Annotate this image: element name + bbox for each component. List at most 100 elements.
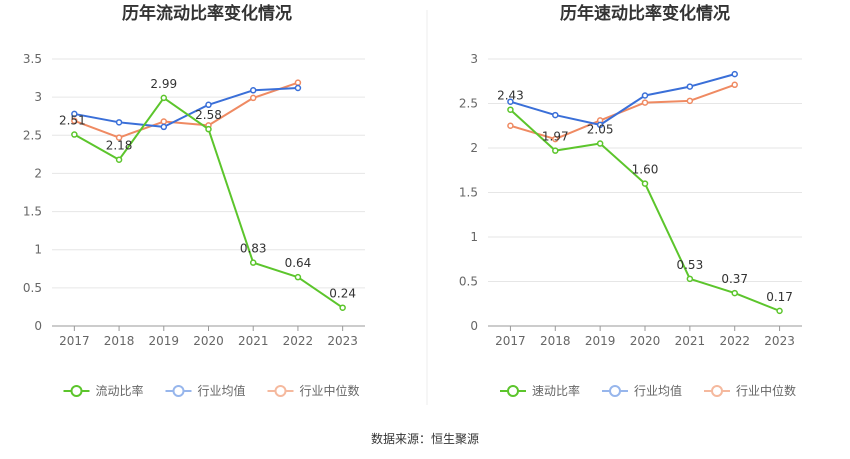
y-tick-label: 2.5 — [23, 128, 42, 142]
data-point[interactable] — [205, 101, 212, 109]
data-point[interactable] — [731, 70, 738, 78]
data-label: 0.17 — [766, 290, 793, 304]
data-point[interactable] — [641, 92, 649, 99]
data-point[interactable] — [339, 304, 346, 311]
legend-item[interactable]: 流动比率 — [63, 383, 144, 398]
y-tick-label: 0 — [34, 319, 42, 333]
legend-label: 行业均值 — [634, 383, 682, 398]
data-point[interactable] — [205, 125, 212, 133]
data-point[interactable] — [294, 273, 302, 281]
y-tick-label: 0 — [470, 319, 478, 333]
data-point[interactable] — [596, 121, 604, 129]
x-tick-label: 2020 — [630, 334, 661, 348]
data-point[interactable] — [115, 119, 123, 126]
data-label: 2.58 — [195, 108, 222, 122]
data-point[interactable] — [115, 134, 123, 141]
data-point[interactable] — [71, 131, 78, 138]
y-tick-label: 0.5 — [459, 275, 478, 289]
data-point[interactable] — [731, 289, 738, 297]
chart-title: 历年速动比率变化情况 — [560, 3, 730, 24]
data-point[interactable] — [552, 111, 559, 119]
x-tick-label: 2018 — [540, 334, 571, 348]
series-line-industry-average — [510, 73, 735, 126]
data-point[interactable] — [641, 180, 649, 187]
data-point[interactable] — [686, 83, 694, 90]
data-point[interactable] — [160, 94, 168, 102]
series-line-industry-median — [510, 83, 736, 141]
data-source: 数据来源：恒生聚源 — [371, 431, 479, 446]
data-point[interactable] — [552, 147, 559, 154]
data-point[interactable] — [596, 140, 604, 147]
legend-marker — [507, 385, 519, 397]
x-tick-label: 2018 — [104, 334, 135, 348]
data-label: 1.97 — [542, 130, 569, 144]
x-tick-label: 2023 — [764, 334, 795, 348]
y-tick-label: 3.5 — [23, 52, 42, 66]
data-point[interactable] — [294, 84, 302, 92]
legend-item[interactable]: 速动比率 — [500, 383, 580, 398]
y-tick-label: 2 — [34, 166, 42, 180]
legend-item[interactable]: 行业中位数 — [267, 383, 360, 398]
x-tick-label: 2017 — [495, 334, 526, 348]
x-tick-label: 2020 — [193, 334, 224, 348]
chart-title: 历年流动比率变化情况 — [122, 3, 292, 24]
data-point[interactable] — [115, 156, 123, 163]
data-point[interactable] — [249, 259, 257, 266]
data-point[interactable] — [507, 106, 514, 113]
legend-marker — [172, 385, 185, 397]
data-point[interactable] — [552, 135, 559, 143]
legend-marker — [609, 385, 621, 397]
quick-ratio-chart: 历年速动比率变化情况 0 0.5 1 1.5 2 2.5 3 2017 2018 2019 2020 2… — [459, 3, 802, 398]
legend-label: 行业中位数 — [300, 383, 360, 398]
data-point[interactable] — [71, 117, 78, 125]
legend-label: 行业中位数 — [736, 383, 796, 398]
x-tick-label: 2022 — [283, 334, 314, 348]
legend-label: 行业均值 — [198, 383, 246, 398]
x-tick-label: 2021 — [238, 334, 269, 348]
data-point[interactable] — [641, 99, 649, 106]
y-tick-label: 1.5 — [23, 205, 42, 219]
data-point[interactable] — [249, 87, 257, 94]
x-tick-label: 2023 — [327, 334, 358, 348]
data-point[interactable] — [686, 275, 694, 283]
y-tick-label: 0.5 — [23, 281, 42, 295]
y-tick-label: 1 — [34, 243, 42, 257]
data-point[interactable] — [160, 118, 168, 125]
data-label: 0.37 — [721, 272, 748, 286]
data-label: 0.53 — [676, 258, 703, 272]
legend-item[interactable]: 行业均值 — [165, 383, 246, 398]
series-line-industry-median — [74, 81, 299, 139]
data-point[interactable] — [776, 307, 783, 315]
legend-item[interactable]: 行业中位数 — [704, 383, 796, 398]
y-tick-label: 3 — [34, 90, 42, 104]
current-ratio-chart: 历年流动比率变化情况 0 0.5 1 1.5 2 2.5 3 3.5 2017 2018 2019 20… — [23, 3, 365, 398]
data-point[interactable] — [294, 79, 302, 86]
data-label: 2.18 — [106, 139, 133, 153]
data-label: 1.60 — [632, 163, 659, 177]
x-tick-label: 2017 — [59, 334, 90, 348]
data-label: 2.43 — [497, 89, 524, 103]
y-tick-label: 1 — [470, 230, 478, 244]
data-point[interactable] — [731, 81, 738, 89]
data-label: 2.05 — [587, 123, 614, 137]
data-point[interactable] — [686, 97, 694, 105]
legend-item[interactable]: 行业均值 — [602, 383, 682, 398]
data-point[interactable] — [160, 123, 168, 131]
series-line-industry-average — [74, 86, 298, 128]
x-tick-label: 2021 — [675, 334, 706, 348]
data-point[interactable] — [507, 98, 514, 105]
y-tick-label: 2 — [470, 141, 478, 155]
legend-label: 速动比率 — [532, 383, 580, 398]
y-tick-label: 2.5 — [459, 97, 478, 111]
data-label: 2.51 — [59, 114, 86, 128]
data-label: 0.64 — [285, 256, 312, 270]
data-point[interactable] — [71, 110, 78, 118]
x-tick-label: 2019 — [149, 334, 180, 348]
data-point[interactable] — [507, 122, 514, 129]
y-tick-label: 1.5 — [459, 186, 478, 200]
legend-marker — [70, 385, 83, 397]
data-point[interactable] — [249, 94, 257, 102]
legend-marker — [711, 385, 723, 397]
legend-marker — [274, 385, 287, 397]
